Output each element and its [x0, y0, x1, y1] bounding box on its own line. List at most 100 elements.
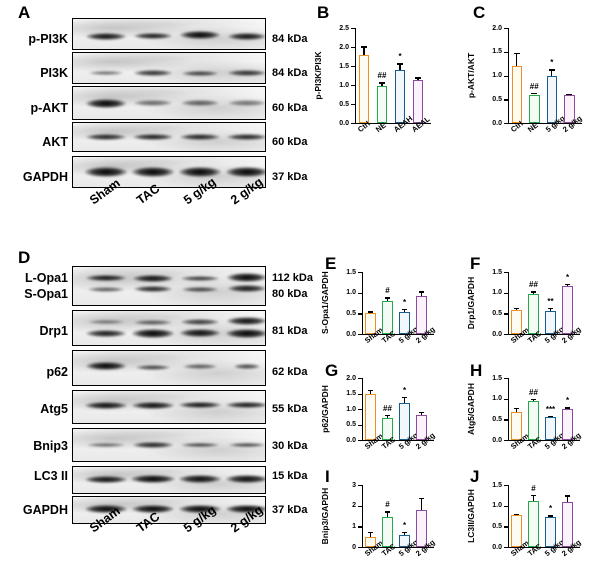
blot-strip [72, 266, 266, 306]
blot-kda-label: 84 kDa [272, 33, 308, 45]
y-axis-tick [504, 440, 508, 442]
blot-band [134, 32, 172, 40]
blot-protein-label: L-Opa1 [24, 271, 68, 285]
error-bar [549, 307, 552, 312]
error-bar-cap [384, 414, 391, 417]
blot-protein-label: GAPDH [22, 503, 68, 517]
blot-band [226, 328, 265, 338]
blot-protein-label: Atg5 [40, 402, 68, 416]
blot-band [132, 328, 174, 338]
panel-letter-a: A [18, 3, 31, 22]
x-axis-line [362, 547, 434, 549]
blot-kda-label: 55 kDa [272, 403, 308, 415]
error-bar [386, 297, 389, 301]
error-bar-cap [547, 515, 554, 517]
blot-kda-label: 84 kDa [272, 67, 308, 79]
bar [358, 54, 370, 123]
blot-band [226, 505, 265, 513]
y-axis-tick-label: 1.5 [492, 374, 502, 382]
chart-panel-b: 0.0 0.5 1.0 1.5 2.0 2.5 p-PI3K/PI3K Ctrl ## NE * AE… [313, 25, 432, 135]
error-bar [399, 63, 401, 70]
y-axis-tick [504, 272, 508, 274]
significance-marker: # [385, 500, 390, 510]
blot-band [132, 505, 174, 513]
y-axis-line [508, 485, 510, 547]
blot-strip [72, 390, 266, 424]
bar [529, 94, 540, 123]
blot-band [183, 363, 217, 369]
error-bar [566, 495, 569, 502]
y-axis-tick-label: 1.0 [492, 289, 502, 297]
blot-band [85, 167, 127, 177]
y-axis-tick-label: 0.0 [346, 436, 356, 444]
bar [365, 394, 376, 440]
y-axis-tick-label: 0.5 [492, 415, 502, 423]
error-bar [386, 414, 389, 418]
error-bar-cap [401, 396, 408, 398]
error-bar-cap [367, 390, 374, 392]
bar [382, 417, 393, 440]
blot-band [86, 32, 126, 40]
blot-band [134, 286, 172, 292]
blot-kda-label: 81 kDa [272, 325, 308, 337]
y-axis-tick [504, 28, 508, 30]
chart-panel-j: 0.0 0.5 1.0 1.5 LC3II/GAPDH Sham # TAC * 5 g/kg 2 … [466, 482, 582, 559]
blot-band [179, 401, 221, 409]
blot-strip [72, 428, 266, 462]
significance-marker: * [548, 504, 553, 514]
blot-band [87, 443, 125, 447]
blot-band [86, 134, 126, 140]
y-axis-tick-label: 0 [352, 543, 356, 551]
bar [511, 411, 522, 440]
blot-band [180, 30, 220, 40]
error-bar-cap [401, 531, 408, 534]
blot-band [227, 272, 265, 282]
error-bar-cap [530, 398, 537, 401]
significance-marker: ## [377, 71, 387, 81]
significance-marker: ## [383, 403, 392, 413]
y-axis-tick [351, 104, 355, 106]
y-axis-tick [504, 75, 508, 77]
error-bar [515, 407, 518, 412]
x-axis-line [362, 440, 434, 442]
error-bar-cap [360, 46, 368, 48]
error-bar [386, 511, 389, 518]
error-bar-cap [513, 513, 520, 515]
y-axis-tick-label: 1.5 [492, 268, 502, 276]
error-bar [403, 396, 406, 403]
y-axis-tick [358, 505, 362, 507]
y-axis-tick [358, 393, 362, 395]
blot-band [134, 100, 172, 106]
error-bar-cap [414, 77, 422, 79]
blot-protein-label: GAPDH [22, 170, 68, 184]
y-axis-tick [504, 419, 508, 421]
blot-band [88, 320, 124, 324]
blot-strip [72, 466, 266, 494]
blot-strip [72, 52, 266, 84]
error-bar-cap [564, 495, 571, 497]
y-axis-line [508, 28, 510, 123]
significance-marker: * [402, 385, 407, 395]
error-bar [369, 390, 372, 395]
y-axis-tick-label: 1.0 [492, 72, 502, 79]
blot-band [228, 70, 265, 76]
error-bar-cap [548, 69, 555, 71]
chart-panel-c: 0.0 0.5 1.0 1.5 2.0 p-AKT/AKT Ctrl ## NE * 5 g/kg 2… [466, 25, 584, 135]
bar [562, 501, 573, 547]
y-axis-label: Drp1/GAPDH [466, 276, 476, 330]
y-axis-tick-label: 0.0 [339, 119, 349, 127]
bar [528, 500, 539, 547]
significance-marker: ## [529, 280, 538, 290]
x-axis-line [362, 334, 434, 336]
y-axis-tick [358, 485, 362, 487]
bar [528, 293, 539, 334]
bar [399, 534, 410, 547]
error-bar-cap [396, 63, 404, 65]
error-bar [363, 46, 365, 55]
error-bar-cap [378, 82, 386, 84]
y-axis-label: Bnip3/GAPDH [320, 487, 330, 545]
blot-band [133, 274, 173, 282]
y-axis-tick [351, 123, 355, 125]
y-axis-tick [351, 47, 355, 49]
bar [382, 300, 393, 334]
